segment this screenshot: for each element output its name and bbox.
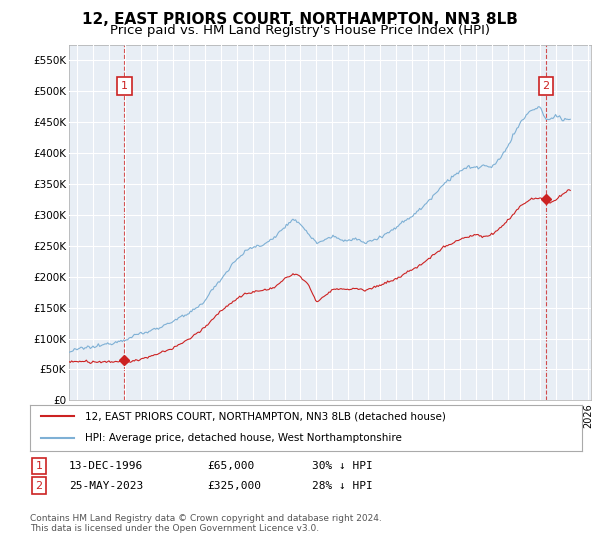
Text: HPI: Average price, detached house, West Northamptonshire: HPI: Average price, detached house, West…	[85, 433, 402, 443]
Text: £325,000: £325,000	[207, 480, 261, 491]
Text: 2: 2	[35, 480, 43, 491]
Text: Price paid vs. HM Land Registry's House Price Index (HPI): Price paid vs. HM Land Registry's House …	[110, 24, 490, 36]
Text: 12, EAST PRIORS COURT, NORTHAMPTON, NN3 8LB: 12, EAST PRIORS COURT, NORTHAMPTON, NN3 …	[82, 12, 518, 27]
Text: 2: 2	[542, 81, 550, 91]
Text: 28% ↓ HPI: 28% ↓ HPI	[312, 480, 373, 491]
Text: Contains HM Land Registry data © Crown copyright and database right 2024.
This d: Contains HM Land Registry data © Crown c…	[30, 514, 382, 534]
Text: 12, EAST PRIORS COURT, NORTHAMPTON, NN3 8LB (detached house): 12, EAST PRIORS COURT, NORTHAMPTON, NN3 …	[85, 412, 446, 421]
Text: 1: 1	[121, 81, 128, 91]
Text: £65,000: £65,000	[207, 461, 254, 471]
Text: 30% ↓ HPI: 30% ↓ HPI	[312, 461, 373, 471]
Text: 1: 1	[35, 461, 43, 471]
Text: 13-DEC-1996: 13-DEC-1996	[69, 461, 143, 471]
Text: 25-MAY-2023: 25-MAY-2023	[69, 480, 143, 491]
